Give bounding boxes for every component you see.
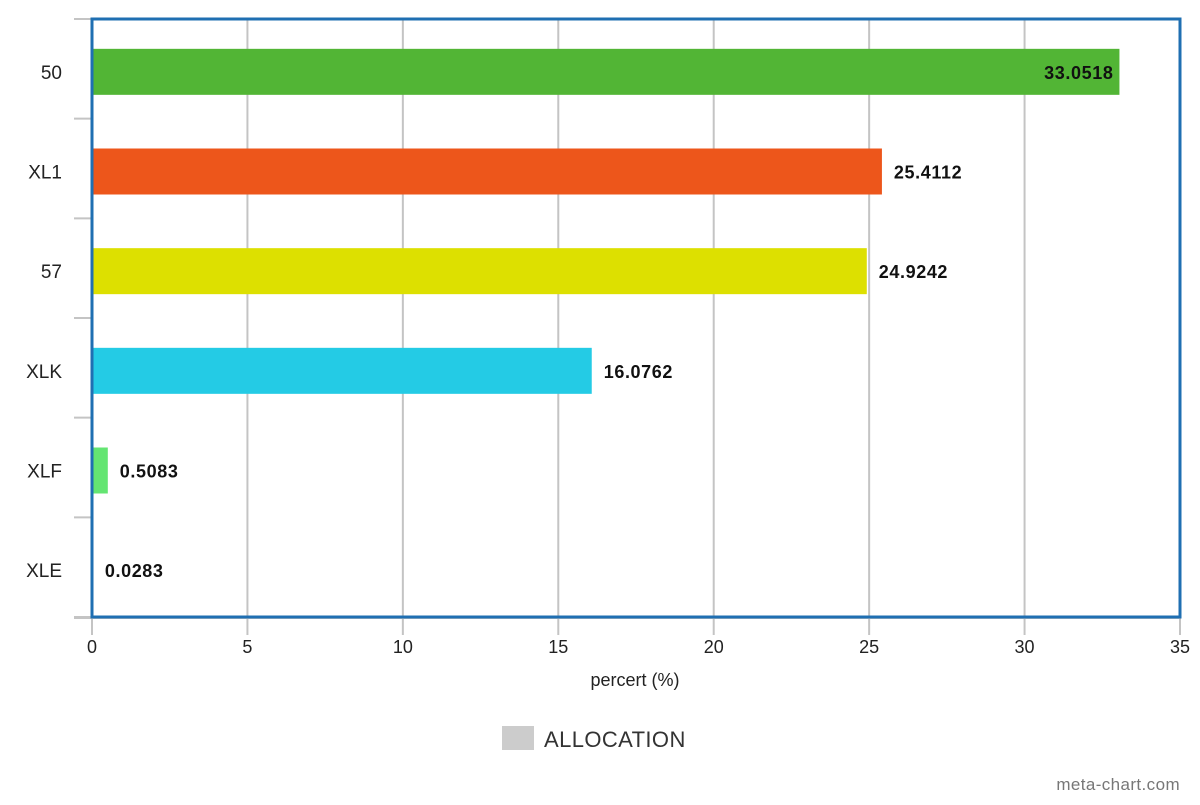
bar bbox=[92, 48, 1120, 95]
bar bbox=[92, 148, 882, 195]
bar-value-label: 24.9242 bbox=[879, 262, 948, 282]
bar-value-label: 33.0518 bbox=[1044, 63, 1113, 83]
y-category-label: XLF bbox=[27, 462, 62, 483]
x-tick-label: 5 bbox=[242, 637, 252, 657]
x-tick-label: 15 bbox=[548, 637, 568, 657]
y-category-label: XL1 bbox=[28, 163, 62, 184]
x-axis-title: percert (%) bbox=[590, 670, 679, 690]
legend-label: ALLOCATION bbox=[544, 727, 686, 752]
legend: ALLOCATION bbox=[502, 726, 686, 752]
bar-value-label: 0.0283 bbox=[105, 561, 164, 581]
x-tick-label: 25 bbox=[859, 637, 879, 657]
y-category-label: XLK bbox=[26, 362, 62, 383]
x-tick-label: 20 bbox=[704, 637, 724, 657]
bar bbox=[92, 248, 867, 295]
x-tick-label: 35 bbox=[1170, 637, 1190, 657]
bars bbox=[92, 48, 1120, 594]
y-category-label: 50 bbox=[41, 63, 62, 84]
watermark: meta-chart.com bbox=[1056, 775, 1180, 794]
bar bbox=[92, 447, 108, 494]
data-labels: 33.0518 25.4112 24.9242 16.0762 0.5083 0.0283 bbox=[105, 63, 1113, 581]
plot-border bbox=[90, 17, 1182, 619]
axes: 0 5 10 15 20 25 30 35 50 XL1 57 XLK XLF XLE bbox=[26, 18, 1190, 657]
y-category-label: 57 bbox=[41, 262, 62, 283]
grid-lines bbox=[246, 19, 1181, 617]
bar-value-label: 25.4112 bbox=[894, 163, 962, 183]
bar-value-label: 16.0762 bbox=[604, 362, 673, 382]
x-tick-label: 30 bbox=[1015, 637, 1035, 657]
bar-value-label: 0.5083 bbox=[120, 462, 179, 482]
x-tick-label: 10 bbox=[393, 637, 413, 657]
bar bbox=[92, 347, 592, 394]
y-category-label: XLE bbox=[26, 561, 62, 582]
legend-swatch bbox=[502, 726, 534, 750]
x-tick-label: 0 bbox=[87, 637, 97, 657]
